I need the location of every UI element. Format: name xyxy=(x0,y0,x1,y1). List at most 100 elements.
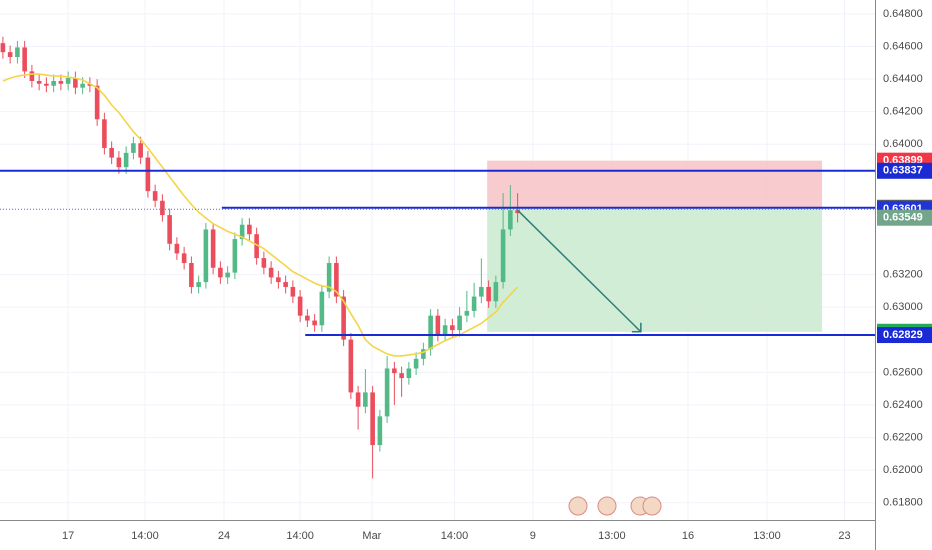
price-label-box xyxy=(877,209,932,226)
candle-body xyxy=(406,368,412,379)
candle-body xyxy=(421,349,426,359)
candle-body xyxy=(174,243,180,254)
candle-body xyxy=(290,286,296,297)
y-tick-label: 0.62000 xyxy=(883,464,923,476)
price-label: 0.63837 xyxy=(883,165,923,177)
candle-body xyxy=(319,291,325,326)
candle-body xyxy=(239,224,245,240)
candle-body xyxy=(218,267,223,278)
candle-body xyxy=(457,315,462,331)
x-tick-label: 17 xyxy=(62,530,74,542)
candle-body xyxy=(109,147,114,158)
y-tick-label: 0.64600 xyxy=(883,40,923,52)
candle-body xyxy=(370,392,375,446)
candle-body xyxy=(145,157,151,192)
candle-body xyxy=(348,339,354,393)
x-tick-label: 13:00 xyxy=(753,530,781,542)
event-icon xyxy=(568,496,588,516)
x-tick-label: 24 xyxy=(218,530,230,542)
target-zone xyxy=(487,207,823,332)
candle-body xyxy=(131,143,136,153)
candle-body xyxy=(247,224,252,235)
candle-body xyxy=(196,282,201,287)
y-tick-label: 0.62200 xyxy=(883,431,923,443)
candle-body xyxy=(508,210,513,230)
candle-body xyxy=(58,80,64,84)
y-tick-label: 0.64200 xyxy=(883,106,923,118)
stop-zone xyxy=(487,160,823,208)
x-tick-label: 14:00 xyxy=(286,530,314,542)
candle-body xyxy=(326,263,332,292)
candle-body xyxy=(500,229,506,283)
candle-body xyxy=(428,315,433,350)
candle-body xyxy=(392,368,397,374)
candle-body xyxy=(123,152,129,168)
candle-body xyxy=(232,239,238,273)
price-label-box xyxy=(877,327,932,344)
candle-body xyxy=(44,83,49,86)
candle-body xyxy=(189,263,194,287)
candle-body xyxy=(363,392,368,407)
candle-body xyxy=(464,310,470,316)
candle-body xyxy=(450,325,455,331)
candle-body xyxy=(87,83,93,86)
x-tick-label: 16 xyxy=(682,530,694,542)
candle-body xyxy=(276,277,281,283)
candle-body xyxy=(515,210,520,214)
x-tick-label: 23 xyxy=(838,530,850,542)
event-icon xyxy=(642,496,662,516)
candle-body xyxy=(160,200,165,216)
candle-body xyxy=(94,85,100,120)
candle-body xyxy=(305,315,310,321)
moving-average xyxy=(2,73,519,357)
price-label: 0.62829 xyxy=(883,329,923,341)
candle-body xyxy=(73,78,78,88)
candle-body xyxy=(486,286,491,302)
candle-body xyxy=(341,296,346,340)
candle-body xyxy=(29,71,35,81)
y-tick-label: 0.62600 xyxy=(883,366,923,378)
x-tick-label: 14:00 xyxy=(441,530,469,542)
candle-body xyxy=(377,416,383,446)
candle-body xyxy=(102,119,107,148)
candle-body xyxy=(297,296,303,316)
candle-body xyxy=(138,143,143,158)
candle-body xyxy=(442,325,448,335)
candle-body xyxy=(152,191,158,201)
candle-body xyxy=(181,253,187,264)
candle-body xyxy=(225,272,230,278)
arrow-head xyxy=(631,322,642,333)
y-tick-label: 0.63200 xyxy=(883,268,923,280)
y-tick-label: 0.64000 xyxy=(883,138,923,150)
candle-body xyxy=(399,373,404,379)
x-tick-label: 13:00 xyxy=(598,530,626,542)
candle-body xyxy=(0,43,6,53)
candle-body xyxy=(203,229,209,283)
candle-body xyxy=(312,320,317,326)
y-tick-label: 0.64800 xyxy=(883,8,923,20)
price-label-box xyxy=(877,162,932,179)
candle-body xyxy=(334,263,339,297)
candle-body xyxy=(51,80,56,86)
x-tick-label: 14:00 xyxy=(131,530,159,542)
y-tick-label: 0.63000 xyxy=(883,301,923,313)
candle-body xyxy=(413,358,419,369)
candle-body xyxy=(7,52,13,58)
x-tick-label: 9 xyxy=(530,530,536,542)
candle-body xyxy=(167,215,172,244)
plot xyxy=(0,0,875,520)
event-icon xyxy=(597,496,617,516)
candle-body xyxy=(435,315,441,335)
candle-body xyxy=(355,392,361,407)
y-tick-label: 0.62400 xyxy=(883,399,923,411)
candle-body xyxy=(80,83,85,88)
y-tick-label: 0.64400 xyxy=(883,73,923,85)
candle-body xyxy=(65,78,71,84)
candle-body xyxy=(384,368,390,417)
event-icons xyxy=(568,496,662,516)
candle-body xyxy=(268,267,274,278)
candle-body xyxy=(479,286,484,297)
candle-body xyxy=(254,234,259,259)
y-tick-label: 0.61800 xyxy=(883,497,923,509)
